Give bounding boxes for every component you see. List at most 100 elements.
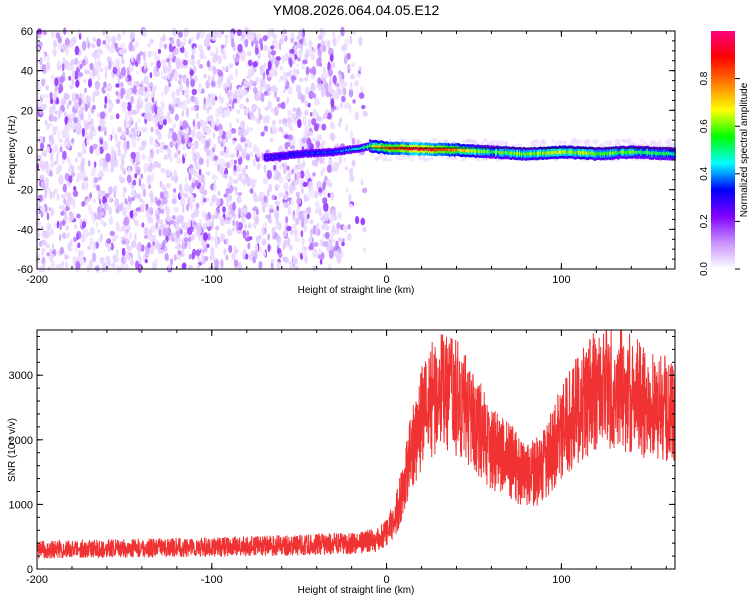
ridge-core [438,147,440,151]
noise-dot [121,247,126,257]
noise-dot [212,65,217,75]
ridge-core [333,151,336,153]
noise-dot [308,90,314,100]
noise-dot [46,145,50,153]
noise-dot [286,165,290,171]
noise-dot [297,119,302,128]
ridge-core [472,149,475,153]
noise-dot [166,147,171,154]
noise-dot [59,138,63,143]
noise-dot [50,75,56,80]
noise-dot [360,86,364,93]
ridge-core [538,151,540,155]
noise-dot [262,35,268,42]
ridge-core [614,150,617,155]
noise-dot [358,69,361,75]
noise-dot [167,54,174,60]
noise-dot [163,145,169,150]
noise-dot [285,80,290,89]
noise-dot [52,116,58,122]
ridge-core [586,152,588,156]
halo-dot [496,158,501,162]
ridge-core [367,145,369,148]
noise-dot [181,90,185,95]
noise-dot [49,137,55,146]
ridge-core [300,152,303,155]
noise-dot [273,164,277,171]
noise-dot [321,167,325,172]
noise-dot [108,60,112,70]
noise-dot [236,143,242,152]
ridge-core [270,156,273,158]
noise-dot [98,190,104,195]
noise-dot [234,89,240,95]
noise-dot [296,197,302,205]
ridge-core [436,148,438,152]
noise-dot [262,45,269,51]
noise-dot [225,189,229,197]
noise-dot [239,103,245,110]
halo-dot [431,137,438,143]
noise-dot [190,78,196,88]
noise-dot [235,191,239,196]
ridge-core [501,151,503,155]
noise-dot [93,129,97,137]
noise-dot [212,131,216,140]
ridge-core [553,150,556,155]
noise-dot [115,221,120,232]
ridge-core [466,148,469,152]
noise-dot [123,119,127,129]
ridge-core [456,148,458,152]
noise-dot [149,150,155,159]
noise-dot [91,44,96,49]
ridge-core [478,149,480,153]
noise-dot [259,246,262,254]
noise-dot [193,96,198,105]
noise-dot [63,92,69,101]
noise-dot [54,110,58,115]
noise-dot [91,252,97,263]
noise-dot [247,50,252,57]
noise-dot [58,234,62,241]
noise-dot [283,165,287,175]
noise-dot [237,173,243,182]
noise-dot [97,48,103,54]
ridge-core [312,152,315,155]
noise-dot [289,229,295,235]
noise-dot [211,29,218,40]
noise-dot [217,190,221,197]
noise-dot [71,78,75,85]
noise-dot [75,93,79,100]
ridge-core [331,151,333,154]
noise-dot [334,82,340,87]
noise-dot [51,243,55,250]
ridge-core [265,156,267,159]
noise-dot [73,92,77,102]
noise-dot [171,197,177,205]
halo-dot [577,139,583,144]
noise-dot [249,110,255,120]
noise-dot [81,59,87,66]
noise-dot [263,62,267,69]
noise-dot [233,259,239,268]
halo-dot [638,157,643,161]
noise-dot [269,137,274,143]
noise-dot [278,78,282,84]
noise-dot [192,119,196,127]
noise-dot [245,75,251,80]
noise-dot [360,217,366,226]
noise-dot [130,151,136,160]
noise-dot [260,131,265,137]
noise-dot [183,27,189,38]
noise-dot [202,121,208,127]
noise-dot [308,206,312,214]
noise-dot [90,172,96,177]
noise-dot [76,213,81,219]
noise-dot [189,194,195,203]
noise-dot [182,204,185,214]
ridge-core [513,151,516,155]
ridge-core [671,152,673,156]
ridge-core [459,149,461,153]
